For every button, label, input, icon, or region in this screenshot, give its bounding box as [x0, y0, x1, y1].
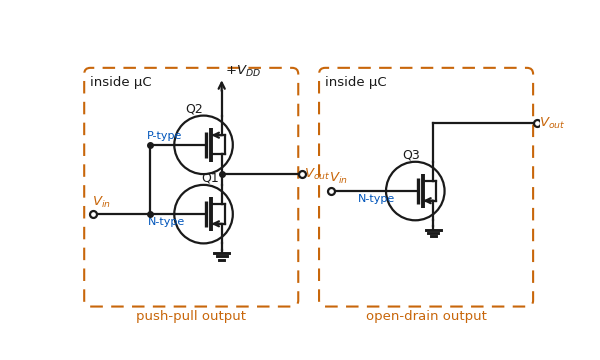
Text: open-drain output: open-drain output — [365, 310, 487, 323]
Text: Q3: Q3 — [403, 149, 421, 162]
Text: N-type: N-type — [148, 217, 185, 227]
Text: $V_{in}$: $V_{in}$ — [92, 194, 111, 210]
Text: inside μC: inside μC — [325, 76, 387, 89]
Text: $V_{in}$: $V_{in}$ — [329, 171, 348, 186]
Text: inside μC: inside μC — [91, 76, 152, 89]
Text: Q2: Q2 — [185, 103, 203, 116]
Text: P-type: P-type — [148, 131, 183, 141]
Text: N-type: N-type — [358, 194, 395, 204]
Text: push-pull output: push-pull output — [136, 310, 246, 323]
Text: $+V_{DD}$: $+V_{DD}$ — [225, 63, 261, 78]
Text: $V_{out}$: $V_{out}$ — [304, 167, 331, 182]
Text: $V_{out}$: $V_{out}$ — [539, 116, 566, 131]
Text: Q1: Q1 — [201, 172, 218, 185]
